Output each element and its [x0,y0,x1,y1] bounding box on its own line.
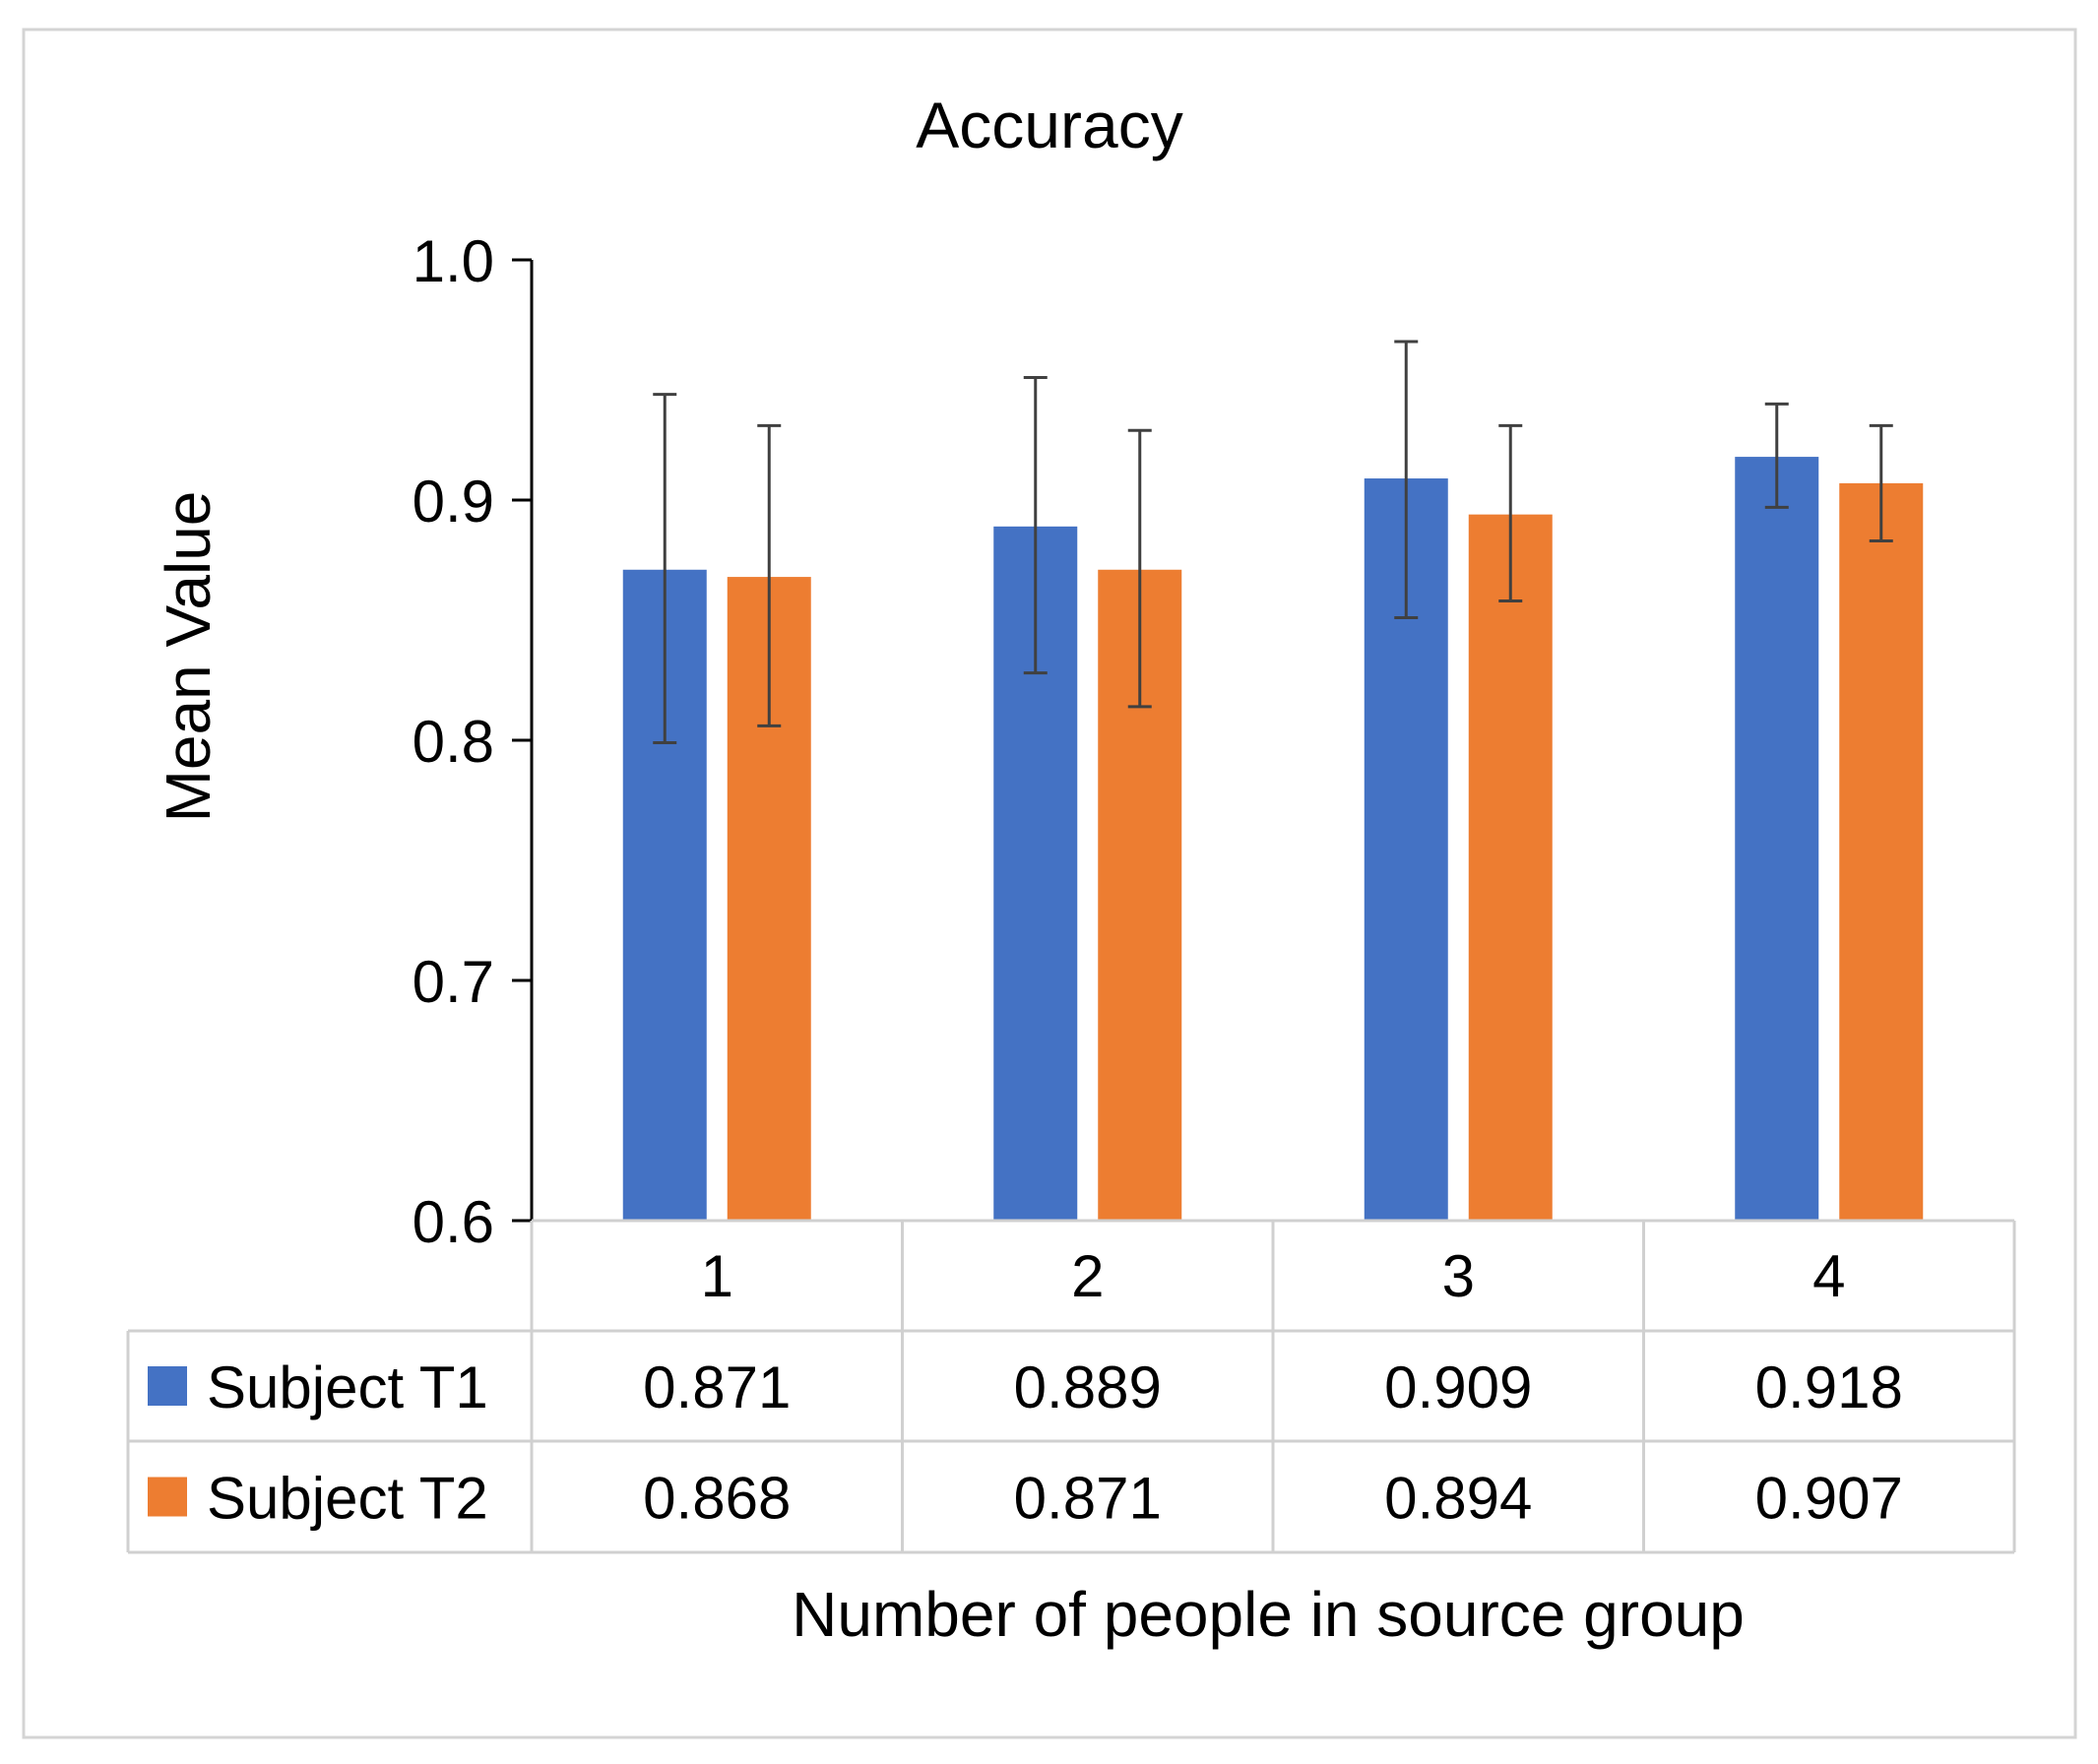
table-cell-value: 0.909 [1384,1354,1532,1420]
bars-group [622,457,1924,1222]
x-tick-label: 1 [701,1243,733,1309]
x-tick-label: 3 [1442,1243,1475,1309]
table-cell-value: 0.894 [1384,1466,1532,1532]
bar-subject-t2-4 [1839,482,1924,1221]
bar-subject-t1-4 [1735,457,1819,1222]
data-table: 1 2 3 4 Subject T1 0.871 0.889 0.909 0.918 Subjec… [126,1219,2016,1554]
legend-swatch [148,1477,187,1517]
bar-subject-t2-3 [1468,514,1553,1221]
table-cell-value: 0.907 [1755,1466,1903,1532]
legend-swatch [148,1366,187,1406]
y-tick-label: 0.9 [413,469,494,535]
y-tick-label: 0.6 [413,1189,494,1255]
error-bars-group [653,340,1893,744]
x-tick-label: 2 [1071,1243,1104,1309]
y-axis-label: Mean Value [153,491,223,823]
x-tick-label: 4 [1812,1243,1845,1309]
table-cell-value: 0.868 [643,1466,791,1532]
chart-title: Accuracy [916,89,1182,161]
x-axis-label: Number of people in source group [792,1579,1745,1650]
y-axis-ticks: 0.6 0.7 0.8 0.9 1.0 [413,228,532,1255]
y-tick-label: 0.7 [413,949,494,1015]
y-tick-label: 1.0 [413,228,494,294]
table-cell-value: 0.918 [1755,1354,1903,1420]
y-tick-label: 0.8 [413,709,494,775]
table-cell-value: 0.871 [643,1354,791,1420]
table-cell-value: 0.889 [1014,1354,1162,1420]
legend-label: Subject T1 [207,1354,488,1420]
legend-label: Subject T2 [207,1466,488,1532]
table-cell-value: 0.871 [1014,1466,1162,1532]
